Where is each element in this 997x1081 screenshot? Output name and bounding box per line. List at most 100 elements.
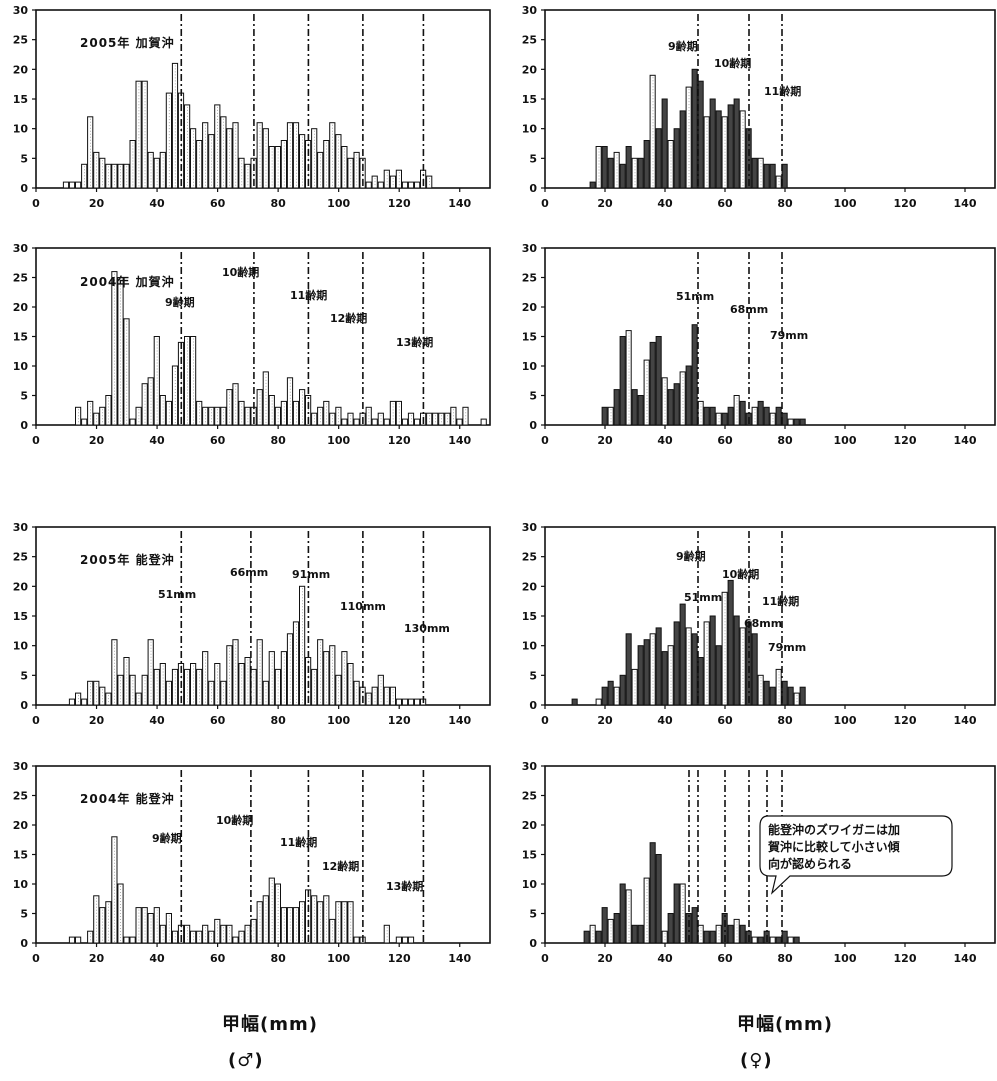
bar: [589, 924, 596, 944]
bar: [153, 336, 160, 426]
x-tick-label: 40: [657, 434, 673, 447]
y-tick-label: 10: [522, 360, 538, 373]
bar: [739, 924, 746, 944]
bar: [643, 877, 650, 944]
bar: [727, 104, 734, 189]
bar: [280, 651, 287, 706]
bar: [793, 692, 800, 706]
bar: [353, 936, 360, 944]
bar: [280, 140, 287, 189]
x-tick-label: 120: [894, 714, 917, 727]
x-tick-label: 60: [717, 952, 733, 965]
bar: [781, 412, 788, 426]
panel-title: 2005年 加賀沖: [80, 35, 175, 50]
bar: [68, 181, 76, 189]
bar: [757, 400, 764, 426]
bar: [787, 418, 794, 426]
bar: [335, 674, 342, 706]
bar: [739, 110, 746, 189]
panel-title: 2005年 能登沖: [80, 552, 175, 567]
instar-label: 68mm: [744, 617, 782, 630]
bar: [607, 918, 614, 944]
bar: [787, 686, 794, 706]
bar: [571, 698, 578, 706]
bar: [721, 913, 728, 944]
x-tick-label: 20: [89, 434, 105, 447]
x-tick-label: 80: [777, 952, 793, 965]
bar: [751, 936, 758, 944]
x-tick-label: 40: [657, 714, 673, 727]
x-tick-label: 120: [388, 197, 411, 210]
y-tick-label: 0: [20, 182, 28, 195]
bar: [721, 591, 728, 706]
bar: [625, 889, 632, 944]
bar: [341, 418, 348, 426]
bar: [601, 907, 608, 944]
x-tick-label: 80: [777, 714, 793, 727]
sex-label-male: (♂): [228, 1050, 264, 1071]
x-tick-label: 20: [89, 952, 105, 965]
bar: [625, 146, 632, 189]
y-tick-label: 25: [13, 551, 28, 564]
y-tick-label: 20: [13, 819, 29, 832]
bar: [763, 680, 770, 706]
bar: [703, 406, 710, 426]
y-tick-label: 15: [13, 849, 28, 862]
bar: [709, 98, 716, 189]
bar: [414, 418, 421, 426]
x-tick-label: 80: [777, 197, 793, 210]
y-tick-label: 10: [13, 360, 29, 373]
bar: [341, 146, 348, 189]
x-tick-label: 100: [327, 714, 350, 727]
x-tick-label: 40: [149, 434, 165, 447]
bar: [353, 418, 360, 426]
instar-label: 51mm: [684, 591, 722, 604]
bar: [679, 110, 686, 189]
x-tick-label: 120: [894, 434, 917, 447]
bar: [769, 412, 776, 426]
bar: [335, 134, 342, 189]
bar: [625, 633, 632, 706]
bar: [68, 698, 76, 706]
bar: [649, 341, 656, 426]
y-tick-label: 20: [522, 63, 538, 76]
x-tick-label: 20: [89, 197, 105, 210]
y-tick-label: 0: [529, 182, 537, 195]
bar: [619, 163, 626, 189]
bar: [685, 365, 692, 426]
bar: [75, 181, 82, 189]
instar-label: 9齢期: [165, 295, 195, 309]
bar: [631, 157, 638, 189]
x-axis-title-female-bottom: 甲幅(mm): [737, 1014, 833, 1035]
x-tick-label: 120: [894, 952, 917, 965]
bar: [733, 98, 740, 189]
bar: [613, 389, 620, 426]
bar: [414, 181, 421, 189]
bar: [673, 883, 680, 944]
instar-label: 11齢期: [290, 288, 327, 302]
instar-label: 11齢期: [280, 835, 317, 849]
x-tick-label: 0: [541, 197, 549, 210]
bar: [619, 336, 626, 426]
bar: [159, 924, 166, 944]
y-tick-label: 30: [522, 242, 538, 255]
bar: [763, 163, 770, 189]
bar: [727, 924, 734, 944]
bar: [153, 157, 160, 189]
bar: [667, 140, 674, 189]
bar: [589, 181, 596, 189]
x-tick-label: 140: [448, 714, 471, 727]
y-tick-label: 5: [20, 908, 28, 921]
bar: [673, 383, 680, 426]
bar: [685, 86, 692, 189]
x-axis-title-male-bottom: 甲幅(mm): [222, 1014, 318, 1035]
bar: [81, 698, 88, 706]
bar: [733, 918, 740, 944]
bar: [371, 418, 378, 426]
bar: [691, 907, 698, 944]
y-tick-label: 5: [529, 390, 537, 403]
x-tick-label: 40: [149, 714, 165, 727]
y-tick-label: 30: [13, 4, 29, 17]
bar: [607, 157, 614, 189]
